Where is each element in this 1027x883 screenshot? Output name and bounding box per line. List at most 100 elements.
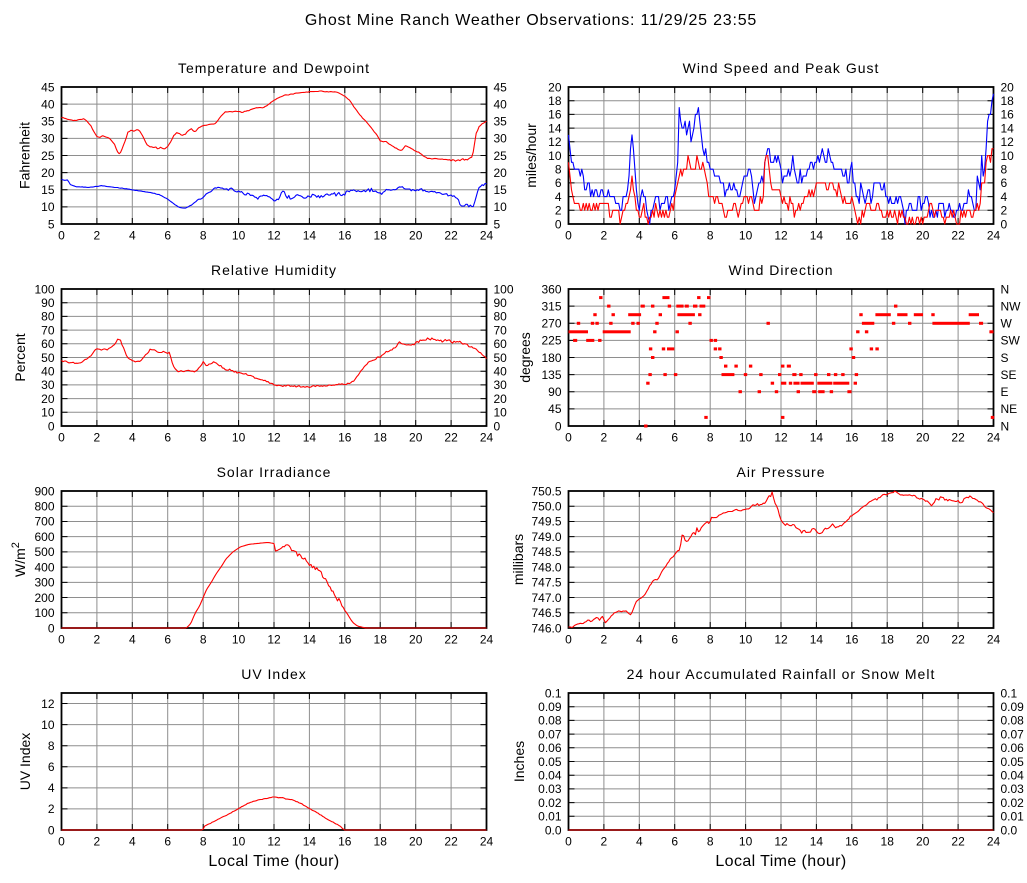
svg-text:Percent: Percent <box>12 333 28 381</box>
svg-text:30: 30 <box>41 132 55 146</box>
svg-text:2: 2 <box>601 431 608 445</box>
svg-text:4: 4 <box>129 229 136 243</box>
svg-text:70: 70 <box>494 323 508 337</box>
svg-text:14: 14 <box>810 633 824 647</box>
svg-text:748.0: 748.0 <box>531 560 561 574</box>
svg-text:14: 14 <box>303 835 317 849</box>
svg-text:2: 2 <box>601 229 608 243</box>
svg-text:749.0: 749.0 <box>531 530 561 544</box>
svg-text:12: 12 <box>267 835 281 849</box>
svg-text:12: 12 <box>774 229 788 243</box>
svg-text:SW: SW <box>1001 334 1021 348</box>
svg-text:6: 6 <box>164 431 171 445</box>
svg-text:35: 35 <box>41 115 55 129</box>
svg-text:24: 24 <box>987 431 1001 445</box>
svg-text:5: 5 <box>48 217 55 231</box>
svg-text:18: 18 <box>881 229 895 243</box>
svg-text:20: 20 <box>41 166 55 180</box>
svg-text:40: 40 <box>41 97 55 111</box>
svg-text:750.5: 750.5 <box>531 484 561 498</box>
svg-text:18: 18 <box>881 633 895 647</box>
svg-text:100: 100 <box>494 282 514 296</box>
svg-text:N: N <box>1001 282 1010 296</box>
svg-text:80: 80 <box>494 310 508 324</box>
svg-text:20: 20 <box>409 431 423 445</box>
svg-text:4: 4 <box>636 431 643 445</box>
svg-text:2: 2 <box>94 835 101 849</box>
svg-text:90: 90 <box>41 296 55 310</box>
svg-text:22: 22 <box>444 229 458 243</box>
svg-text:80: 80 <box>41 310 55 324</box>
svg-text:0: 0 <box>565 835 572 849</box>
svg-text:0.03: 0.03 <box>1001 782 1025 796</box>
svg-text:20: 20 <box>409 229 423 243</box>
svg-text:25: 25 <box>494 149 508 163</box>
svg-text:14: 14 <box>810 229 824 243</box>
svg-text:0: 0 <box>565 633 572 647</box>
svg-text:20: 20 <box>916 633 930 647</box>
svg-text:24: 24 <box>480 431 494 445</box>
svg-text:45: 45 <box>494 80 508 94</box>
svg-text:18: 18 <box>374 835 388 849</box>
svg-text:Solar Irradiance: Solar Irradiance <box>217 464 332 480</box>
svg-text:5: 5 <box>494 217 501 231</box>
svg-text:6: 6 <box>1001 176 1008 190</box>
svg-text:45: 45 <box>548 402 562 416</box>
svg-text:500: 500 <box>34 545 54 559</box>
svg-text:2: 2 <box>1001 204 1008 218</box>
svg-text:14: 14 <box>303 431 317 445</box>
svg-text:0: 0 <box>494 419 501 433</box>
svg-text:0: 0 <box>58 229 65 243</box>
svg-text:22: 22 <box>444 835 458 849</box>
svg-text:S: S <box>1001 351 1009 365</box>
svg-text:6: 6 <box>48 760 55 774</box>
svg-text:16: 16 <box>338 835 352 849</box>
svg-text:6: 6 <box>555 176 562 190</box>
svg-text:16: 16 <box>845 633 859 647</box>
svg-text:W: W <box>1001 317 1013 331</box>
svg-text:8: 8 <box>200 633 207 647</box>
svg-text:14: 14 <box>303 229 317 243</box>
svg-text:180: 180 <box>541 351 561 365</box>
svg-text:50: 50 <box>41 351 55 365</box>
svg-text:10: 10 <box>232 633 246 647</box>
svg-text:SE: SE <box>1001 368 1017 382</box>
svg-text:0.05: 0.05 <box>538 755 562 769</box>
svg-text:100: 100 <box>34 282 54 296</box>
svg-text:22: 22 <box>444 633 458 647</box>
svg-text:300: 300 <box>34 576 54 590</box>
svg-text:8: 8 <box>707 229 714 243</box>
svg-text:20: 20 <box>916 835 930 849</box>
svg-text:30: 30 <box>41 378 55 392</box>
svg-text:Local Time (hour): Local Time (hour) <box>715 853 846 870</box>
svg-text:20: 20 <box>494 166 508 180</box>
svg-text:8: 8 <box>707 633 714 647</box>
svg-text:6: 6 <box>671 633 678 647</box>
svg-text:0.07: 0.07 <box>1001 727 1025 741</box>
svg-text:18: 18 <box>374 431 388 445</box>
svg-text:90: 90 <box>548 385 562 399</box>
svg-text:0: 0 <box>48 419 55 433</box>
svg-text:749.5: 749.5 <box>531 515 561 529</box>
svg-text:8: 8 <box>707 431 714 445</box>
svg-text:12: 12 <box>774 835 788 849</box>
svg-text:10: 10 <box>494 200 508 214</box>
svg-text:W/m2: W/m2 <box>10 542 28 577</box>
svg-text:10: 10 <box>739 633 753 647</box>
svg-text:4: 4 <box>129 633 136 647</box>
svg-text:20: 20 <box>1001 80 1015 94</box>
svg-text:0.04: 0.04 <box>538 769 562 783</box>
svg-text:Inches: Inches <box>511 741 527 782</box>
svg-text:12: 12 <box>267 633 281 647</box>
svg-text:0.04: 0.04 <box>1001 769 1025 783</box>
svg-text:50: 50 <box>494 351 508 365</box>
svg-text:0: 0 <box>48 823 55 837</box>
svg-text:747.0: 747.0 <box>531 591 561 605</box>
svg-text:Local Time (hour): Local Time (hour) <box>208 853 339 870</box>
svg-text:14: 14 <box>1001 121 1015 135</box>
svg-text:18: 18 <box>881 431 895 445</box>
svg-text:24: 24 <box>480 835 494 849</box>
svg-text:10: 10 <box>1001 149 1015 163</box>
svg-text:0.09: 0.09 <box>538 700 562 714</box>
svg-text:0: 0 <box>555 217 562 231</box>
